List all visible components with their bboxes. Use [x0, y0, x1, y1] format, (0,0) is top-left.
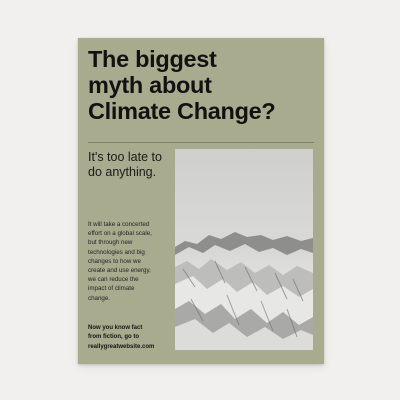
- body-line: create and use energy,: [88, 267, 151, 275]
- poster: The biggest myth about Climate Change? I…: [78, 38, 324, 364]
- headline-line: The biggest: [88, 46, 217, 72]
- mountain-illustration: [175, 149, 313, 350]
- subhead-line: It's too late to: [88, 150, 162, 164]
- body-line: impact of climate: [88, 285, 135, 293]
- body-line: It will take a concerted: [88, 221, 150, 228]
- subhead: It's too late to do anything.: [88, 150, 176, 180]
- call-to-action: Now you know fact from fiction, go to re…: [88, 324, 178, 352]
- cta-website-link: reallygreatwebsite.com: [88, 343, 155, 350]
- snowy-mountain-photo: [175, 149, 313, 350]
- body-line: changes to how we: [88, 257, 141, 265]
- cta-line: Now you know fact: [88, 325, 143, 331]
- body-line: technologies and big: [88, 248, 145, 256]
- headline-line: Climate Change?: [88, 98, 276, 124]
- body-line: but through new: [88, 239, 133, 247]
- body-line: change.: [88, 294, 111, 302]
- body-paragraph: It will take a concerted effort on a glo…: [88, 220, 174, 303]
- body-line: effort on a global scale,: [88, 230, 152, 238]
- body-line: we can reduce the: [88, 276, 139, 284]
- divider: [88, 142, 314, 143]
- cta-line: from fiction, go to: [88, 334, 139, 341]
- subhead-line: do anything.: [88, 165, 157, 179]
- headline-line: myth about: [88, 72, 212, 98]
- headline: The biggest myth about Climate Change?: [88, 46, 320, 124]
